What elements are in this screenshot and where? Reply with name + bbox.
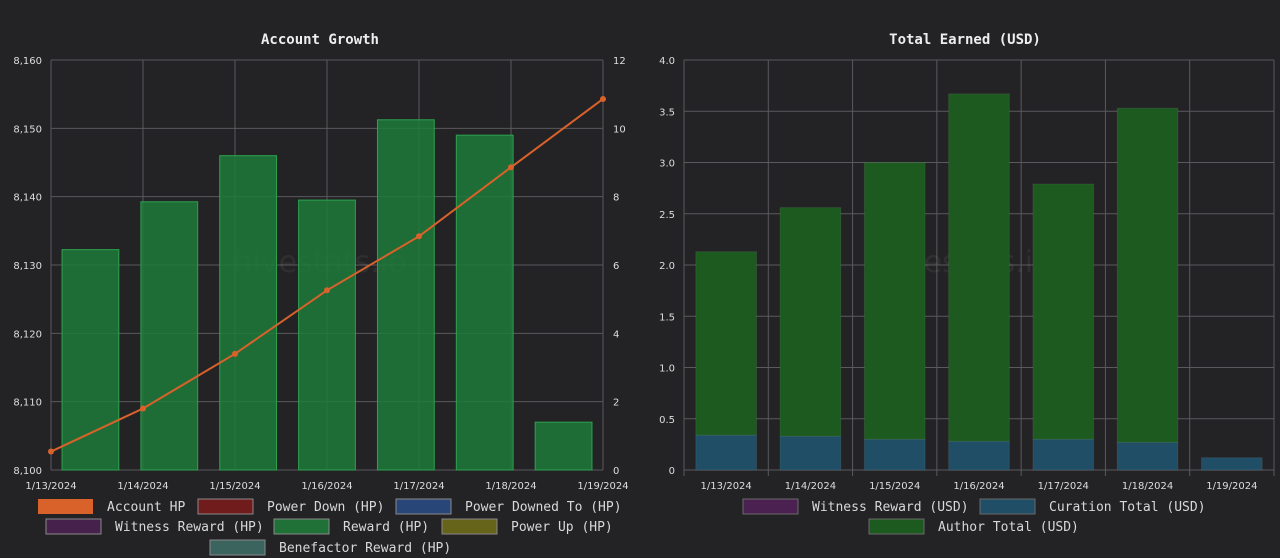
legend-swatch <box>868 518 925 535</box>
stacked-bar-segment <box>1032 183 1095 440</box>
legend-swatch <box>45 518 102 535</box>
legend-swatch <box>395 498 452 515</box>
account-hp-point <box>140 405 146 412</box>
legend-label: Power Up (HP) <box>511 520 613 535</box>
x-tick-label: 1/14/2024 <box>117 481 168 492</box>
account-hp-point <box>232 350 238 357</box>
y-tick-label: 3.5 <box>659 107 675 118</box>
right-y-tick-label: 6 <box>613 261 619 272</box>
x-tick-label: 1/16/2024 <box>953 481 1004 492</box>
y-tick-label: 3.0 <box>659 159 675 170</box>
x-tick-label: 1/16/2024 <box>301 481 352 492</box>
left-y-tick-label: 8,130 <box>13 261 42 272</box>
y-tick-label: 1.5 <box>659 312 675 323</box>
legend-label: Power Down (HP) <box>267 500 384 515</box>
x-tick-label: 1/15/2024 <box>209 481 260 492</box>
x-tick-label: 1/15/2024 <box>869 481 920 492</box>
reward-hp-bar <box>61 249 120 471</box>
reward-hp-bar <box>298 199 356 471</box>
reward-hp-bar <box>534 421 593 471</box>
legend-label: Benefactor Reward (HP) <box>279 541 451 556</box>
stacked-bar-segment <box>779 435 842 471</box>
y-tick-label: 0.5 <box>659 415 675 426</box>
legend-label: Curation Total (USD) <box>1049 500 1206 515</box>
account-growth-title: Account Growth <box>261 32 379 48</box>
stacked-bar-segment <box>1201 457 1263 471</box>
stacked-bar-segment <box>863 438 926 471</box>
x-tick-label: 1/14/2024 <box>785 481 836 492</box>
stacked-bar-segment <box>695 434 757 471</box>
account-hp-point <box>508 164 514 171</box>
account-hp-point <box>600 95 606 102</box>
stacked-bar-segment <box>948 440 1010 471</box>
legend-swatch <box>273 518 330 535</box>
x-tick-label: 1/17/2024 <box>1038 481 1089 492</box>
x-tick-label: 1/19/2024 <box>1206 481 1257 492</box>
legend-label: Power Downed To (HP) <box>465 500 622 515</box>
legend-label: Witness Reward (HP) <box>115 520 264 535</box>
stacked-bar-segment <box>695 251 757 436</box>
reward-hp-bar <box>140 201 199 471</box>
y-tick-label: 1.0 <box>659 364 675 375</box>
account-hp-line <box>48 95 606 455</box>
x-tick-label: 1/19/2024 <box>577 481 628 492</box>
stacked-bar-segment <box>779 207 842 437</box>
legend-label: Witness Reward (USD) <box>812 500 969 515</box>
legend-swatch <box>441 518 498 535</box>
account-growth-chart: Account Growth hivestats.io 8,1008,1108,… <box>13 32 628 556</box>
left-y-tick-label: 8,140 <box>13 193 42 204</box>
right-y-tick-label: 8 <box>613 193 619 204</box>
y-tick-label: 2.5 <box>659 210 675 221</box>
account-hp-point <box>324 287 330 294</box>
legend-swatch <box>209 539 266 556</box>
legend-swatch <box>197 498 254 515</box>
account-hp-point <box>48 448 54 455</box>
reward-hp-bar <box>455 134 514 471</box>
right-y-tick-label: 0 <box>613 466 619 477</box>
left-y-tick-label: 8,120 <box>13 329 42 340</box>
y-tick-label: 4.0 <box>659 56 675 67</box>
legend-swatch <box>38 499 93 514</box>
reward-hp-bar <box>376 119 435 471</box>
x-tick-label: 1/18/2024 <box>485 481 536 492</box>
stacked-bar-segment <box>1116 441 1179 471</box>
total-earned-bars <box>695 93 1263 471</box>
right-y-tick-label: 2 <box>613 398 619 409</box>
x-tick-label: 1/13/2024 <box>701 481 752 492</box>
reward-hp-bars <box>61 119 593 471</box>
stacked-bar-segment <box>863 162 926 440</box>
account-growth-legend: Account HP Power Down (HP) Power Downed To… <box>38 498 622 556</box>
account-growth-axes: 8,100 8,110 8,120 8,130 8,140 8,150 8,160 0 2 4 6 8… <box>13 56 628 492</box>
left-y-tick-label: 8,150 <box>13 124 42 135</box>
legend-label: Author Total (USD) <box>938 520 1079 535</box>
x-tick-label: 1/18/2024 <box>1122 481 1173 492</box>
stacked-bar-segment <box>948 93 1010 442</box>
right-y-tick-label: 10 <box>613 124 626 135</box>
total-earned-title: Total Earned (USD) <box>889 32 1041 48</box>
right-y-tick-label: 12 <box>613 56 626 67</box>
legend-swatch <box>979 498 1036 515</box>
y-tick-label: 2.0 <box>659 261 675 272</box>
right-y-tick-label: 4 <box>613 329 619 340</box>
stacked-bar-segment <box>1032 438 1095 471</box>
x-tick-label: 1/17/2024 <box>393 481 444 492</box>
account-hp-point <box>416 233 422 240</box>
legend-swatch <box>742 498 799 515</box>
legend-label: Account HP <box>107 500 185 515</box>
total-earned-axes: 0 0.5 1.0 1.5 2.0 2.5 3.0 3.5 4.0 1/13/2024 1/14/2… <box>659 56 1257 492</box>
reward-hp-bar <box>219 155 278 471</box>
total-earned-legend: Witness Reward (USD) Curation Total (USD)… <box>742 498 1206 535</box>
total-earned-chart: Total Earned (USD) hivestats.io 00.51.01… <box>659 32 1275 535</box>
left-y-tick-label: 8,160 <box>13 56 42 67</box>
legend-label: Reward (HP) <box>343 520 429 535</box>
left-y-tick-label: 8,110 <box>13 398 42 409</box>
stacked-bar-segment <box>1116 107 1179 443</box>
left-y-tick-label: 8,100 <box>13 466 42 477</box>
y-tick-label: 0 <box>669 466 675 477</box>
x-tick-label: 1/13/2024 <box>25 481 76 492</box>
